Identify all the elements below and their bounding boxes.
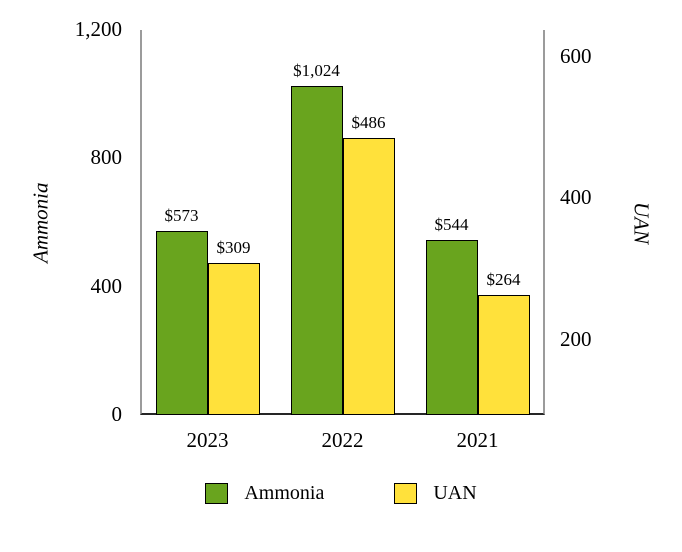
right-axis-tick-label: 600 bbox=[560, 43, 592, 68]
legend-swatch-ammonia bbox=[205, 483, 229, 504]
legend-label-ammonia: Ammonia bbox=[244, 482, 325, 504]
legend-label-uan: UAN bbox=[433, 482, 477, 504]
value-label-ammonia-2022: $1,024 bbox=[293, 61, 340, 81]
value-label-ammonia-2021: $544 bbox=[434, 215, 469, 235]
legend: Ammonia UAN bbox=[0, 482, 682, 505]
value-label-ammonia-2023: $573 bbox=[164, 206, 199, 226]
legend-item-ammonia: Ammonia bbox=[205, 482, 324, 505]
left-axis-tick-label: 400 bbox=[90, 273, 123, 298]
left-axis-tick-label: 1,200 bbox=[74, 17, 122, 41]
left-axis-tick-label: 0 bbox=[111, 402, 123, 426]
bar-uan-2021 bbox=[477, 294, 530, 415]
left-axis-tick-label: 800 bbox=[90, 145, 123, 170]
x-axis-label-2021: 2021 bbox=[456, 428, 499, 452]
value-label-uan-2022: $486 bbox=[351, 112, 386, 132]
x-axis-label-2023: 2023 bbox=[186, 428, 229, 452]
right-axis-tick-label: 400 bbox=[560, 185, 592, 210]
bar-uan-2022 bbox=[342, 137, 395, 415]
value-label-uan-2023: $309 bbox=[216, 237, 251, 257]
legend-item-uan: UAN bbox=[394, 482, 477, 505]
left-axis-title: Ammonia bbox=[28, 182, 53, 263]
bar-ammonia-2022 bbox=[290, 86, 343, 415]
bar-ammonia-2021 bbox=[425, 240, 478, 415]
bar-ammonia-2023 bbox=[155, 231, 208, 415]
right-axis-tick-label: 200 bbox=[560, 326, 592, 351]
right-axis-title: UAN bbox=[629, 201, 654, 244]
value-label-uan-2021: $264 bbox=[486, 269, 521, 289]
x-axis-label-2022: 2022 bbox=[321, 428, 364, 452]
bar-uan-2023 bbox=[207, 262, 260, 415]
legend-swatch-uan bbox=[394, 483, 418, 504]
